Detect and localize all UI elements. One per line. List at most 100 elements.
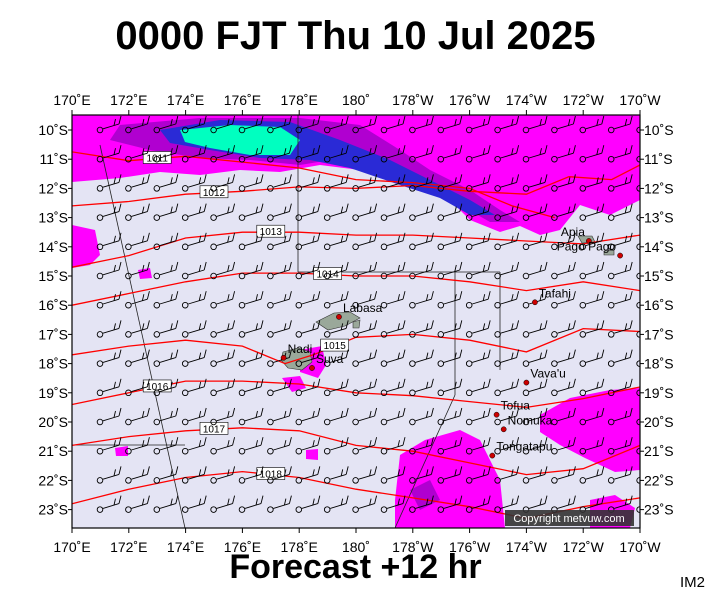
wind-barb xyxy=(238,145,264,163)
wind-barb xyxy=(352,407,378,426)
wind-barb xyxy=(153,232,179,251)
wind-barb xyxy=(153,378,179,397)
island-vanua-levu xyxy=(315,311,361,331)
wind-barb xyxy=(522,174,548,192)
wind-barb xyxy=(125,291,150,309)
longitude-labels-top: 170˚E 172˚E 174˚E 176˚E 178˚E 180˚ 178˚W 176˚W 1… xyxy=(53,92,661,108)
wind-barb xyxy=(380,115,406,134)
wind-barb xyxy=(153,466,179,484)
wind-barb xyxy=(579,261,605,280)
wind-barb xyxy=(210,145,236,163)
isobar-line xyxy=(72,164,640,207)
wind-barb xyxy=(181,145,207,163)
wind-barb xyxy=(465,495,491,513)
wind-barb xyxy=(465,378,491,397)
lat-label-left: 16˚S xyxy=(38,297,68,313)
wind-barb xyxy=(210,495,236,513)
wind-barb xyxy=(494,232,520,251)
wind-barb xyxy=(153,320,179,338)
lat-label-left: 17˚S xyxy=(38,326,68,342)
wind-barb xyxy=(579,437,605,455)
wind-barb xyxy=(551,378,576,397)
wind-barb xyxy=(210,407,236,426)
place-label: Nadi xyxy=(288,342,313,356)
wind-barb xyxy=(522,407,548,426)
lon-label-top: 178˚W xyxy=(392,92,434,108)
place-label: Apia xyxy=(561,225,585,239)
wind-barb xyxy=(125,203,150,221)
wind-barb xyxy=(465,466,491,484)
wind-barb xyxy=(380,261,406,280)
wind-barb xyxy=(607,203,633,221)
place-marker xyxy=(489,452,496,459)
wind-barb xyxy=(494,320,520,338)
wind-barb xyxy=(380,174,406,192)
wind-barb xyxy=(153,203,179,221)
wind-barb xyxy=(352,320,378,338)
wind-barb xyxy=(295,174,321,192)
lat-label-right: 12˚S xyxy=(644,180,674,196)
wind-barb xyxy=(437,466,463,484)
wind-barb xyxy=(267,232,292,251)
wind-barb xyxy=(267,495,292,513)
wind-barb xyxy=(181,378,207,397)
wind-barb xyxy=(522,349,548,367)
wind-barb xyxy=(210,232,236,251)
wind-barb xyxy=(267,466,292,484)
isobar-label-box xyxy=(199,421,229,435)
wind-barb xyxy=(607,378,633,397)
wind-barb xyxy=(153,115,179,134)
wind-barb xyxy=(551,203,576,221)
lat-label-right: 11˚S xyxy=(644,151,673,167)
wind-barb xyxy=(522,261,548,280)
wind-barb xyxy=(409,261,434,280)
lat-label-left: 18˚S xyxy=(38,356,68,372)
wind-barb xyxy=(607,261,633,280)
lat-label-left: 22˚S xyxy=(38,472,68,488)
wind-barb xyxy=(181,174,207,192)
wind-barb xyxy=(522,320,548,338)
wind-barb xyxy=(323,115,349,134)
wind-barb xyxy=(409,407,434,426)
isobar-label: 1015 xyxy=(324,341,347,352)
wind-barb xyxy=(409,378,434,397)
lat-label-right: 10˚S xyxy=(644,122,674,138)
wind-barb xyxy=(267,407,292,426)
wind-barb xyxy=(437,407,463,426)
wind-barb xyxy=(607,320,633,338)
wind-barb xyxy=(380,291,406,309)
lon-label-bottom: 172˚W xyxy=(563,539,605,555)
wind-barb xyxy=(238,203,264,221)
place-label: Labasa xyxy=(343,301,383,315)
lon-label-bottom: 174˚W xyxy=(506,539,548,555)
lat-label-left: 19˚S xyxy=(38,385,68,401)
wind-barb xyxy=(494,407,520,426)
wind-barb xyxy=(323,495,349,513)
wind-barb xyxy=(494,466,520,484)
island-tutuila xyxy=(603,249,615,256)
wind-barb xyxy=(210,320,236,338)
isobar-label: 1012 xyxy=(203,188,226,199)
latitude-labels-right: 10˚S 11˚S 12˚S 13˚S 14˚S 15˚S 16˚S 17˚S 18˚S 19˚S… xyxy=(644,122,674,518)
wind-barb xyxy=(437,349,463,367)
wind-barb xyxy=(125,466,150,484)
place-label: Vava'u xyxy=(530,367,565,381)
wind-barb xyxy=(551,466,576,484)
wind-barb xyxy=(522,115,548,134)
isobar-label: 1016 xyxy=(146,382,169,393)
wind-barb xyxy=(96,349,122,367)
isobar-label: 1018 xyxy=(260,470,283,481)
wind-barb xyxy=(409,232,434,251)
wind-barb xyxy=(238,466,264,484)
wind-barb xyxy=(125,115,150,134)
wind-barb xyxy=(267,320,292,338)
wind-barb xyxy=(181,291,207,309)
wind-barb xyxy=(465,437,491,455)
wind-barb xyxy=(96,291,122,309)
isobar-label-box xyxy=(256,224,286,238)
wind-barb xyxy=(409,203,434,221)
lon-label-bottom: 180˚ xyxy=(342,539,370,555)
wind-barb xyxy=(181,495,207,513)
wind-barb xyxy=(494,174,520,192)
wind-barb xyxy=(96,203,122,221)
